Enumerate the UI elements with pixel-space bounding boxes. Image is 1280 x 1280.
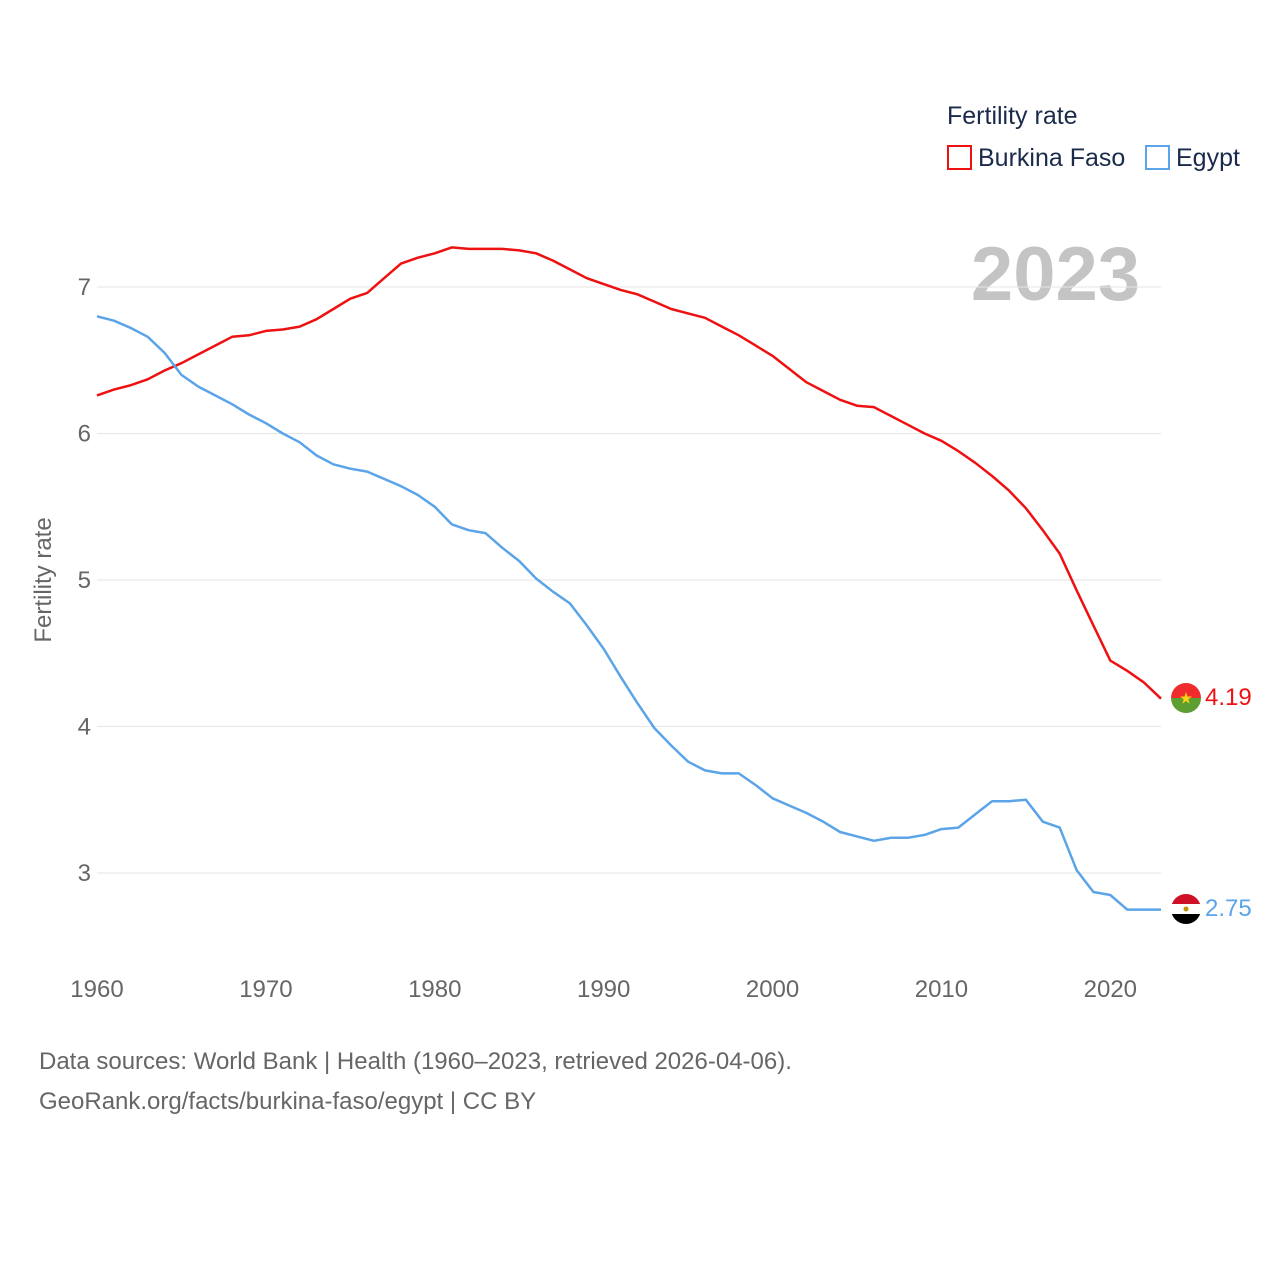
x-tick-label: 1990 (577, 976, 630, 1003)
data-sources-text: Data sources: World Bank | Health (1960–… (39, 1048, 792, 1075)
x-tick-label: 1970 (239, 976, 292, 1003)
end-value-egypt: 2.75 (1205, 895, 1252, 922)
series-line-burkina-faso (96, 246, 1162, 700)
legend-title: Fertility rate (947, 102, 1078, 130)
x-tick-label: 1980 (408, 976, 461, 1003)
y-tick-label: 4 (78, 714, 91, 741)
year-label: 2023 (971, 232, 1140, 317)
y-axis-label: Fertility rate (30, 517, 57, 642)
attribution-link[interactable]: GeoRank.org/facts/burkina-faso/egypt | C… (39, 1088, 537, 1115)
burkina-faso-flag-icon (1171, 683, 1201, 713)
x-tick-label: 1960 (70, 976, 123, 1003)
y-axis: 3 4 5 6 7 (78, 274, 91, 887)
egypt-flag-icon (1171, 894, 1201, 924)
series-line-egypt (96, 315, 1161, 911)
y-tick-label: 7 (78, 274, 91, 301)
x-tick-label: 2020 (1084, 976, 1137, 1003)
y-tick-label: 3 (78, 860, 91, 887)
legend: Fertility rate Burkina Faso Egypt (947, 102, 1240, 172)
legend-swatch-egypt[interactable] (1145, 145, 1170, 170)
legend-swatch-burkina-faso[interactable] (947, 145, 972, 170)
gridlines (97, 286, 1161, 874)
y-tick-label: 5 (78, 567, 91, 594)
x-tick-label: 2010 (915, 976, 968, 1003)
x-tick-label: 2000 (746, 976, 799, 1003)
legend-label-egypt[interactable]: Egypt (1176, 144, 1240, 172)
end-value-burkina-faso: 4.19 (1205, 684, 1252, 711)
footer: Data sources: World Bank | Health (1960–… (39, 1042, 792, 1122)
x-axis: 1960 1970 1980 1990 2000 2010 2020 (70, 976, 1137, 1003)
y-tick-label: 6 (78, 421, 91, 448)
line-chart: Fertility rate Burkina Faso Egypt 2023 3… (30, 102, 1252, 1003)
legend-label-burkina-faso[interactable]: Burkina Faso (978, 144, 1125, 172)
